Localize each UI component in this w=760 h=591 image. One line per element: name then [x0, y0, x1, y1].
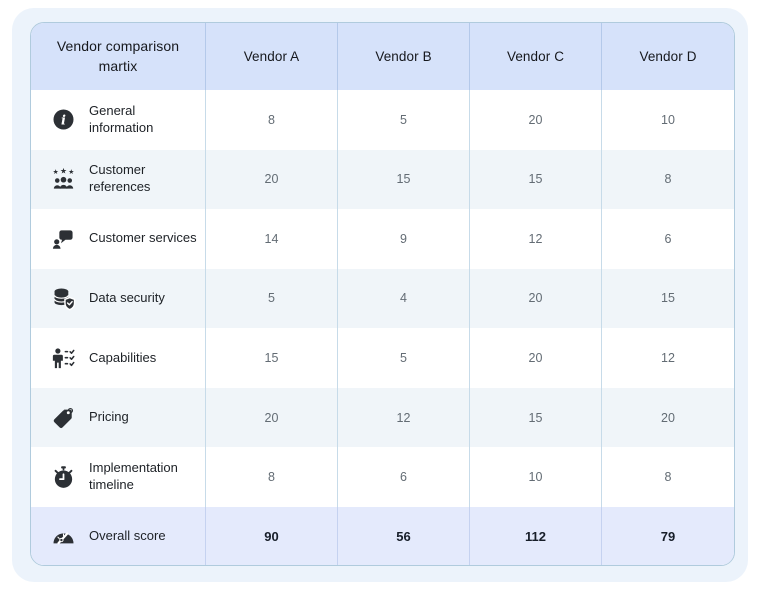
row-label-text: Pricing [89, 409, 129, 425]
score-cell: 15 [470, 149, 602, 210]
score-cell: 10 [470, 447, 602, 507]
score-cell: 9 [338, 209, 470, 269]
vendor-comparison-table: Vendor comparison martix Vendor A Vendor… [30, 22, 735, 566]
svg-text:★: ★ [68, 168, 74, 176]
implementation-timeline-icon [50, 464, 76, 490]
table-title: Vendor comparison martix [56, 37, 180, 74]
row-label-customer-references: ★ ★ ★ Customer references [31, 149, 206, 210]
score-cell: 20 [206, 149, 338, 210]
score-cell: 20 [470, 268, 602, 329]
info-icon: i [50, 107, 76, 133]
row-label-customer-services: Customer services [31, 209, 206, 269]
row-label-pricing: Pricing [31, 387, 206, 448]
score-cell: 8 [206, 90, 338, 150]
column-header-vendor-d: Vendor D [602, 23, 734, 90]
row-label-text: Capabilities [89, 349, 157, 365]
row-label-implementation-timeline: Implementation timeline [31, 447, 206, 507]
overall-score-cell: 112 [470, 507, 602, 565]
row-label-text: Overall score [89, 527, 166, 543]
score-cell: 8 [206, 447, 338, 507]
score-cell: 12 [661, 351, 675, 366]
capabilities-icon [50, 345, 76, 371]
score-cell: 15 [206, 328, 338, 388]
row-label-overall-score: Overall score [31, 507, 206, 565]
score-cell: 15 [338, 149, 470, 210]
score-cell: 10 [661, 112, 675, 127]
overall-score-cell: 90 [206, 507, 338, 565]
row-label-text: Implementation timeline [89, 460, 178, 493]
score-cell: 20 [470, 328, 602, 388]
score-cell: 15 [470, 387, 602, 448]
overall-score-cell: 56 [338, 507, 470, 565]
customer-services-icon [50, 226, 76, 252]
score-cell: 5 [338, 90, 470, 150]
score-cell: 8 [602, 149, 734, 210]
score-cell: 15 [602, 268, 734, 329]
score-cell: 6 [664, 231, 672, 246]
score-cell: 20 [602, 387, 734, 448]
row-label-capabilities: Capabilities [31, 328, 206, 388]
row-label-text: General information [89, 102, 154, 135]
gauge-icon [50, 523, 76, 549]
column-header-vendor-a: Vendor A [206, 23, 338, 90]
score-cell: 8 [664, 470, 672, 485]
row-label-text: Customer services [89, 230, 197, 246]
customer-references-icon: ★ ★ ★ [50, 166, 76, 192]
score-cell: 12 [338, 387, 470, 448]
svg-text:★: ★ [52, 168, 58, 176]
score-cell: 4 [338, 268, 470, 329]
svg-text:i: i [61, 114, 66, 129]
svg-text:★: ★ [60, 167, 67, 175]
row-label-text: Data security [89, 290, 165, 306]
data-security-icon [50, 285, 76, 311]
score-cell: 14 [206, 209, 338, 269]
row-label-general-information: i General information [31, 90, 206, 150]
row-label-data-security: Data security [31, 268, 206, 329]
pricing-icon [50, 405, 76, 431]
column-header-vendor-c: Vendor C [470, 23, 602, 90]
corner-header: Vendor comparison martix [31, 23, 206, 90]
score-cell: 5 [338, 328, 470, 388]
column-header-vendor-b: Vendor B [338, 23, 470, 90]
score-cell: 20 [470, 90, 602, 150]
score-cell: 12 [470, 209, 602, 269]
score-cell: 20 [206, 387, 338, 448]
overall-score-cell: 79 [602, 507, 734, 565]
score-cell: 5 [206, 268, 338, 329]
row-label-text: Customer references [89, 162, 151, 195]
score-cell: 6 [338, 447, 470, 507]
